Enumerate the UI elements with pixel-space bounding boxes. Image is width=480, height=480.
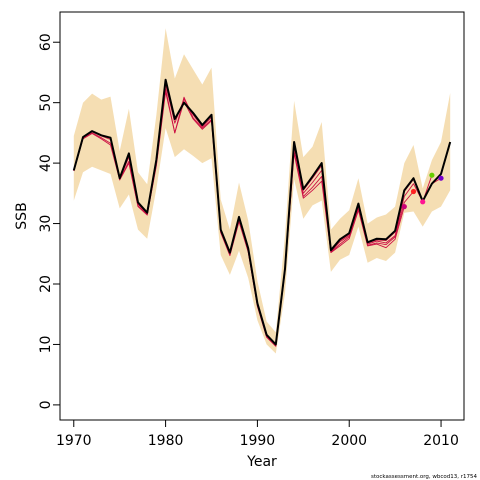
y-tick-label-30: 30 [38, 215, 54, 233]
y-tick-label-40: 40 [38, 154, 54, 172]
terminal-points-layer [401, 172, 444, 210]
x-tick-label-1980: 1980 [148, 433, 184, 449]
x-tick-label-2000: 2000 [331, 433, 367, 449]
x-axis-label: Year [246, 454, 277, 470]
y-axis: 0 10 20 30 40 50 60 [38, 33, 60, 409]
terminal-point-2010 [438, 175, 444, 181]
plot-frame [59, 11, 465, 421]
confidence-band-layer [73, 28, 451, 354]
x-axis: 1970 1980 1990 2000 2010 [56, 420, 459, 449]
y-tick-label-20: 20 [38, 275, 54, 293]
terminal-point-2008 [420, 199, 426, 205]
x-tick-label-1990: 1990 [240, 433, 276, 449]
terminal-point-2006 [401, 204, 407, 210]
y-tick-label-60: 60 [38, 33, 54, 51]
y-tick-label-10: 10 [38, 336, 54, 354]
series-line-final [72, 78, 452, 346]
source-annotation: stockassessment.org, wbcod13, r1754 [371, 474, 477, 480]
confidence-band [73, 28, 451, 354]
series-lines-layer [72, 78, 452, 347]
y-tick-label-50: 50 [38, 94, 54, 112]
x-tick-label-2010: 2010 [423, 433, 459, 449]
y-axis-label: SSB [14, 202, 30, 229]
y-tick-label-0: 0 [38, 400, 54, 409]
terminal-point-2009 [429, 172, 435, 178]
terminal-point-2007 [410, 188, 417, 195]
x-tick-label-1970: 1970 [56, 433, 92, 449]
